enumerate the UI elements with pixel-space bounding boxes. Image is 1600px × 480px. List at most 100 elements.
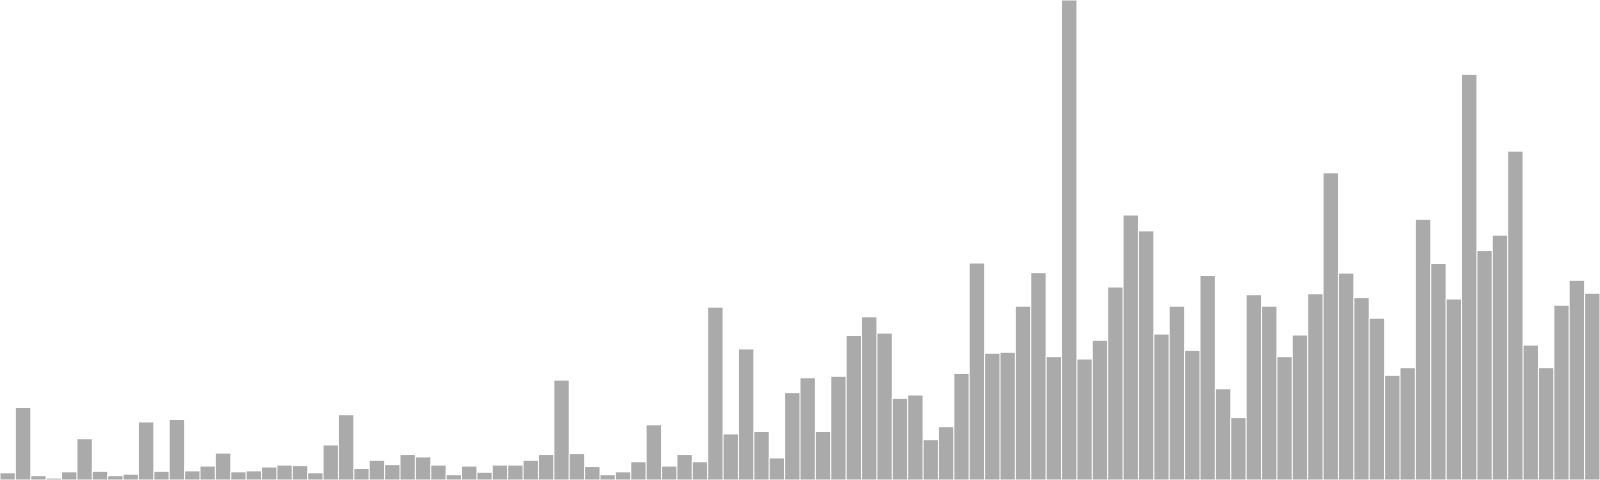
bar-103 — [1568, 279, 1586, 480]
bar-82 — [1245, 294, 1263, 480]
bar-10 — [137, 421, 155, 480]
bar-37 — [553, 379, 570, 480]
bar-20 — [291, 465, 309, 480]
bar-7 — [91, 470, 109, 480]
bar-66 — [999, 351, 1016, 480]
bar-51 — [768, 457, 786, 480]
bar-85 — [1291, 334, 1309, 480]
bar-65 — [984, 352, 1001, 480]
bar-43 — [645, 424, 663, 480]
bar-23 — [337, 414, 355, 480]
bar-25 — [368, 459, 386, 480]
bar-52 — [784, 392, 801, 480]
bar-15 — [214, 452, 232, 480]
bar-54 — [814, 431, 832, 480]
bar-69 — [1045, 356, 1063, 480]
bar-46 — [691, 461, 709, 480]
bar-47 — [707, 306, 724, 480]
bar-81 — [1230, 417, 1247, 480]
bar-72 — [1091, 339, 1109, 480]
bar-64 — [968, 262, 986, 480]
bar-94 — [1430, 263, 1447, 480]
bar-48 — [722, 433, 739, 480]
bar-102 — [1553, 304, 1570, 480]
bar-14 — [199, 465, 216, 480]
bar-2 — [14, 407, 32, 480]
bar-3 — [30, 475, 47, 480]
bar-86 — [1307, 293, 1324, 480]
bar-95 — [1445, 298, 1463, 480]
bar-92 — [1399, 367, 1416, 480]
bar-67 — [1014, 305, 1032, 480]
bar-16 — [230, 471, 247, 480]
bar-84 — [1276, 356, 1293, 480]
bar-17 — [245, 470, 263, 480]
bar-77 — [1168, 305, 1186, 480]
bar-89 — [1353, 297, 1370, 480]
bar-91 — [1384, 374, 1401, 480]
bar-100 — [1522, 344, 1539, 480]
bar-57 — [861, 316, 878, 480]
bar-26 — [384, 464, 401, 480]
bar-36 — [537, 454, 555, 480]
bar-99 — [1507, 150, 1524, 480]
bar-5 — [61, 471, 78, 480]
bar-19 — [276, 464, 293, 480]
bar-12 — [168, 419, 186, 480]
bar-62 — [937, 426, 955, 480]
bar-39 — [584, 466, 601, 480]
bar-35 — [522, 459, 539, 480]
bar-98 — [1491, 234, 1509, 480]
bar-68 — [1030, 272, 1047, 480]
bar-45 — [676, 454, 693, 480]
bar-53 — [799, 377, 816, 480]
bar-70 — [1061, 0, 1078, 480]
bar-90 — [1368, 317, 1386, 480]
bar-28 — [414, 456, 432, 480]
bar-22 — [322, 444, 339, 480]
bar-40 — [599, 474, 616, 480]
bar-97 — [1476, 250, 1493, 480]
bar-87 — [1322, 172, 1339, 480]
bar-38 — [568, 453, 586, 480]
bar-27 — [399, 454, 416, 480]
bar-13 — [184, 470, 201, 480]
bar-24 — [353, 467, 370, 480]
bar-31 — [461, 465, 478, 480]
bar-88 — [1337, 272, 1355, 480]
bar-41 — [614, 471, 632, 480]
bar-56 — [845, 335, 863, 480]
bar-73 — [1107, 286, 1124, 480]
bar-49 — [737, 348, 755, 480]
bar-55 — [830, 375, 847, 480]
bar-18 — [261, 466, 278, 480]
bar-59 — [891, 397, 909, 480]
bar-61 — [922, 439, 939, 480]
bar-1 — [0, 472, 16, 480]
bar-75 — [1137, 230, 1155, 480]
bar-21 — [307, 472, 324, 480]
bar-42 — [630, 461, 647, 480]
bar-74 — [1122, 214, 1139, 480]
bar-44 — [661, 465, 678, 480]
bar-78 — [1184, 349, 1201, 480]
bar-60 — [907, 394, 924, 480]
bar-9 — [122, 473, 139, 480]
bar-80 — [1214, 388, 1232, 480]
bar-11 — [153, 470, 170, 480]
bar-79 — [1199, 275, 1216, 480]
bar-104 — [1584, 292, 1600, 480]
bar-93 — [1414, 218, 1432, 480]
bar-6 — [76, 438, 93, 480]
bar-63 — [953, 372, 970, 480]
bar-33 — [491, 464, 509, 480]
bar-83 — [1261, 305, 1278, 480]
bar-32 — [476, 471, 493, 480]
bar-29 — [430, 464, 447, 480]
bar-8 — [107, 475, 124, 480]
bar-30 — [445, 474, 463, 480]
bar-50 — [753, 431, 770, 480]
